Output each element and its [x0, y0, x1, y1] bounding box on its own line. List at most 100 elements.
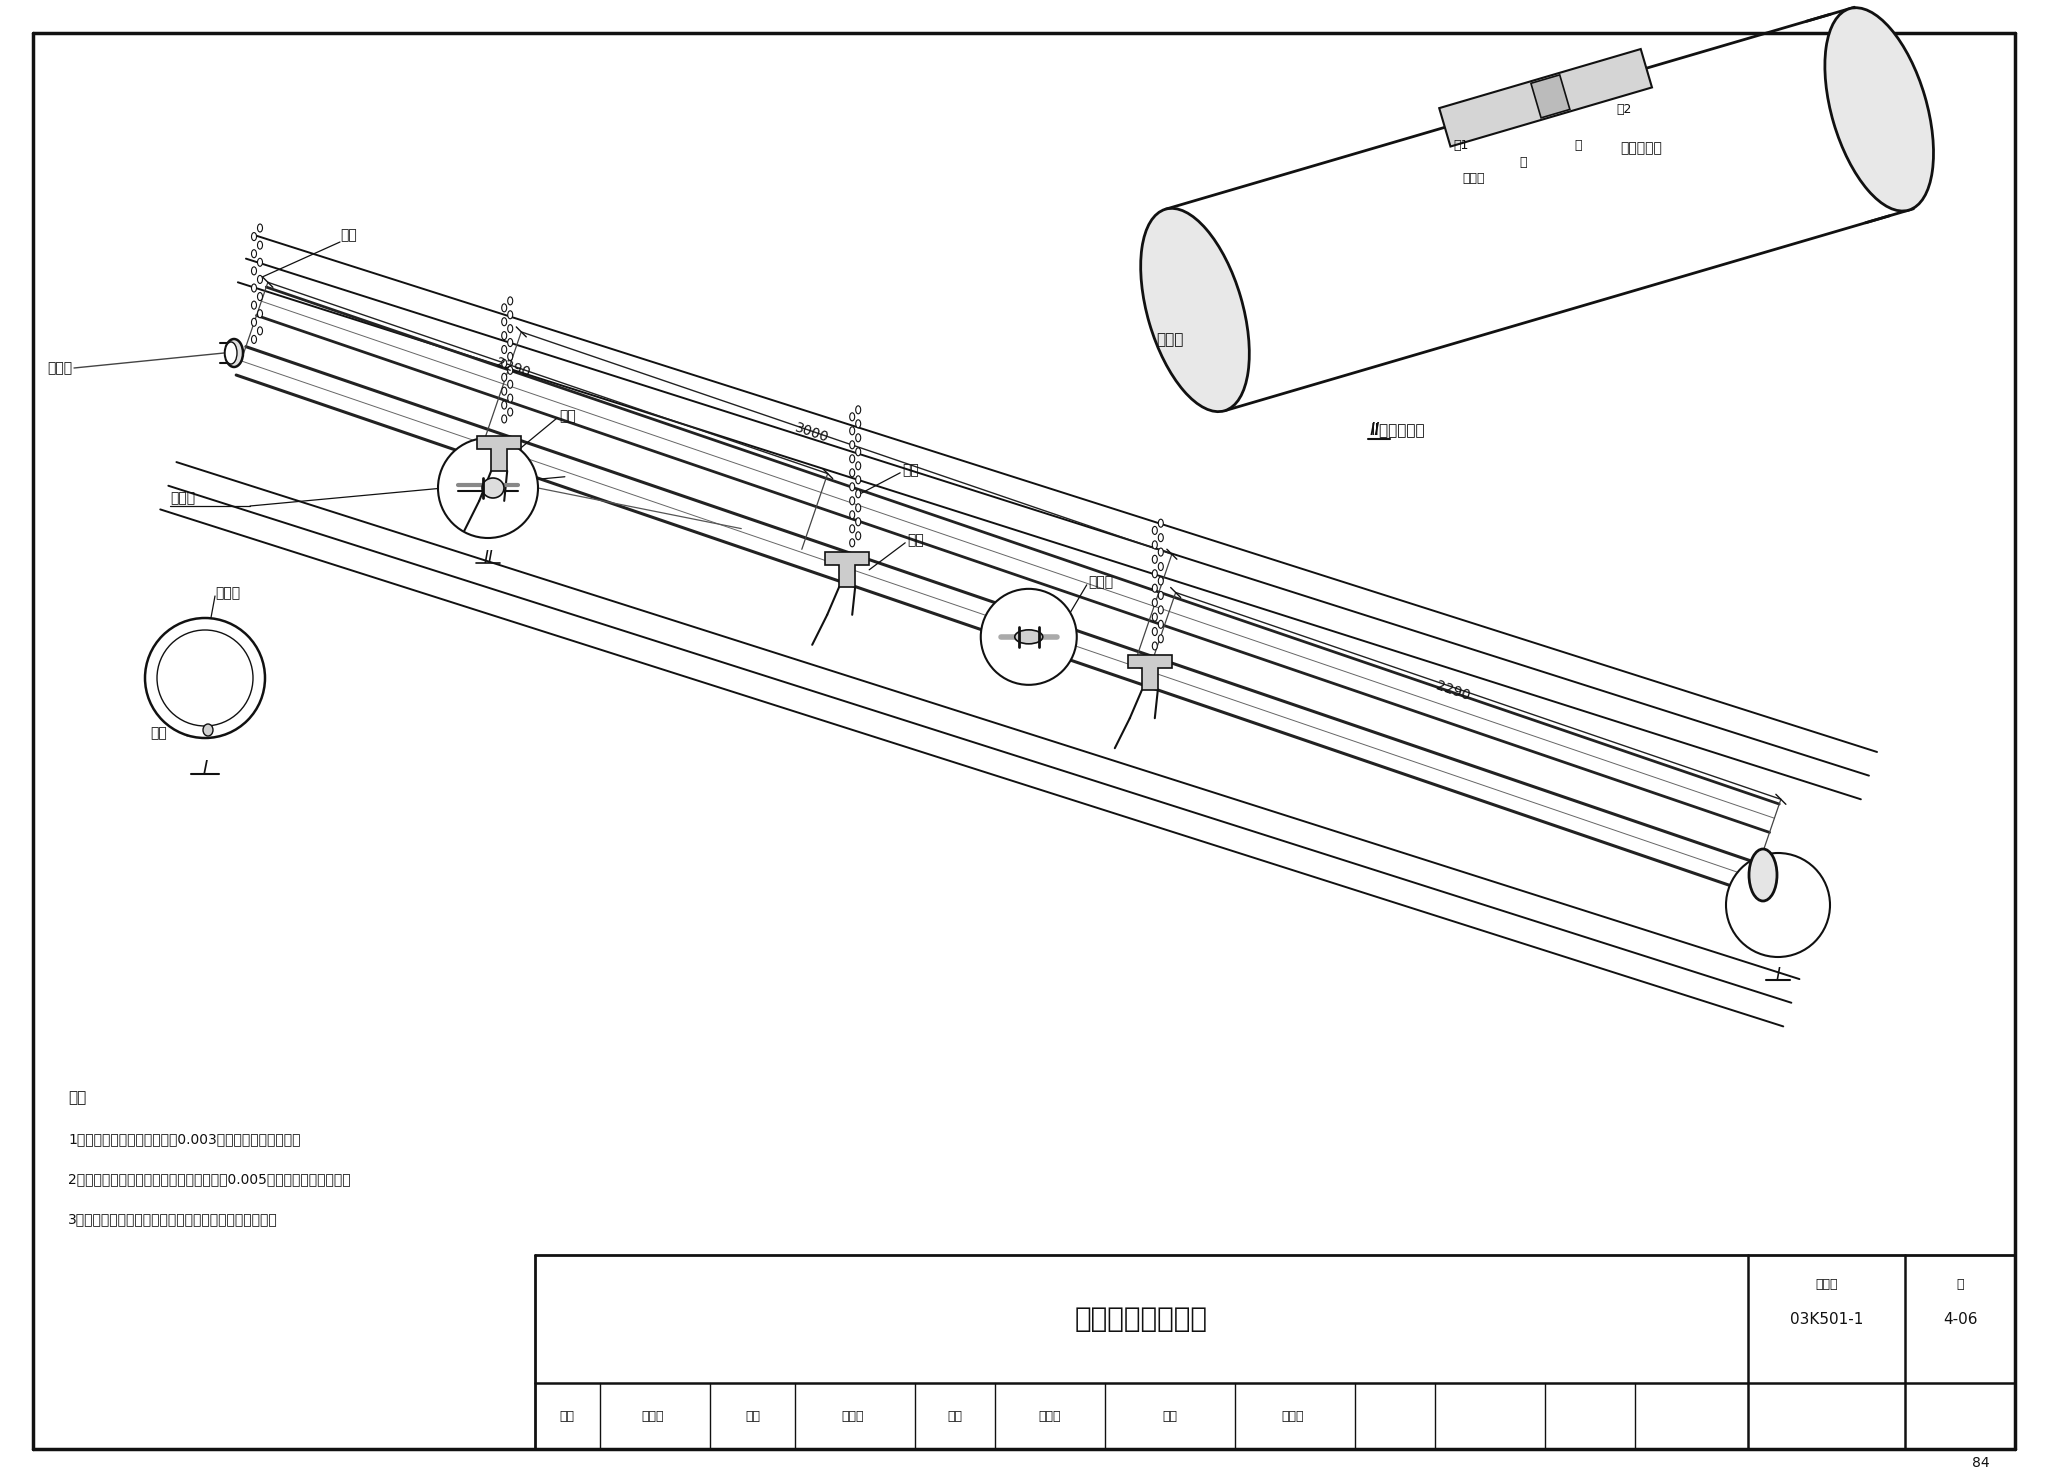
- Ellipse shape: [1159, 576, 1163, 585]
- Ellipse shape: [258, 242, 262, 249]
- Ellipse shape: [856, 504, 860, 511]
- Text: 辒射管: 辒射管: [170, 491, 195, 505]
- Text: 2、真空泵吸入口处的尾管安装需有不小于0.005的坡度，坡向真空泵。: 2、真空泵吸入口处的尾管安装需有不小于0.005的坡度，坡向真空泵。: [68, 1172, 350, 1186]
- Ellipse shape: [508, 381, 512, 388]
- Text: 刽图: 刽图: [1163, 1409, 1178, 1423]
- Polygon shape: [825, 551, 868, 587]
- Text: 紧固件: 紧固件: [1462, 172, 1485, 185]
- Ellipse shape: [502, 387, 506, 396]
- Text: 吸链: 吸链: [903, 462, 920, 477]
- Ellipse shape: [258, 310, 262, 317]
- Text: I: I: [1776, 966, 1780, 984]
- Text: I: I: [203, 759, 207, 777]
- Ellipse shape: [502, 360, 506, 368]
- Ellipse shape: [1159, 563, 1163, 571]
- Ellipse shape: [850, 511, 854, 519]
- Ellipse shape: [258, 292, 262, 301]
- Ellipse shape: [850, 427, 854, 434]
- Ellipse shape: [502, 373, 506, 381]
- Ellipse shape: [850, 496, 854, 505]
- Text: 1、辒射管的安装需有不小于0.003的坡度，坡向真空泵。: 1、辒射管的安装需有不小于0.003的坡度，坡向真空泵。: [68, 1132, 301, 1146]
- Text: 管接头组件: 管接头组件: [1620, 141, 1663, 154]
- Ellipse shape: [1159, 548, 1163, 556]
- Text: 2290: 2290: [494, 356, 532, 381]
- Text: II: II: [1370, 421, 1380, 439]
- Text: 辐射管安装（一）: 辐射管安装（一）: [1075, 1306, 1208, 1332]
- Ellipse shape: [850, 525, 854, 534]
- Text: 校对: 校对: [745, 1409, 760, 1423]
- Text: 审核: 审核: [559, 1409, 575, 1423]
- Ellipse shape: [850, 468, 854, 477]
- Ellipse shape: [1159, 634, 1163, 643]
- Ellipse shape: [508, 408, 512, 416]
- Text: 页: 页: [1956, 1279, 1964, 1291]
- Ellipse shape: [258, 258, 262, 267]
- Ellipse shape: [508, 338, 512, 347]
- Ellipse shape: [508, 325, 512, 332]
- Ellipse shape: [1159, 519, 1163, 528]
- Ellipse shape: [508, 353, 512, 360]
- Ellipse shape: [1153, 526, 1157, 535]
- Text: 注：: 注：: [68, 1089, 86, 1106]
- Ellipse shape: [252, 233, 256, 240]
- Ellipse shape: [1749, 849, 1778, 901]
- Text: 辒射管: 辒射管: [215, 585, 240, 600]
- Ellipse shape: [1141, 209, 1249, 412]
- Circle shape: [145, 618, 264, 738]
- Ellipse shape: [508, 366, 512, 375]
- Text: 3、本图根据北京伯特高登机电有限公司提供资料编制。: 3、本图根据北京伯特高登机电有限公司提供资料编制。: [68, 1212, 279, 1226]
- Ellipse shape: [1153, 556, 1157, 563]
- Text: 白小步: 白小步: [842, 1409, 864, 1423]
- Polygon shape: [1128, 655, 1171, 691]
- Ellipse shape: [1153, 614, 1157, 621]
- Text: 公2: 公2: [1616, 102, 1632, 116]
- Text: 松: 松: [1575, 139, 1583, 153]
- Circle shape: [438, 439, 539, 538]
- Ellipse shape: [225, 342, 238, 365]
- Ellipse shape: [856, 419, 860, 428]
- Ellipse shape: [856, 532, 860, 539]
- Ellipse shape: [856, 489, 860, 498]
- Text: 图集号: 图集号: [1815, 1279, 1837, 1291]
- Text: II: II: [483, 548, 494, 568]
- Text: 吸架: 吸架: [559, 409, 575, 422]
- Ellipse shape: [1014, 630, 1042, 643]
- Ellipse shape: [850, 539, 854, 547]
- Polygon shape: [1440, 49, 1653, 147]
- Ellipse shape: [1153, 599, 1157, 606]
- Text: 4-06: 4-06: [1944, 1313, 1976, 1328]
- Circle shape: [981, 588, 1077, 685]
- Ellipse shape: [856, 462, 860, 470]
- Ellipse shape: [481, 479, 504, 498]
- Text: 戟国平: 戟国平: [1282, 1409, 1305, 1423]
- Ellipse shape: [502, 317, 506, 326]
- Ellipse shape: [258, 328, 262, 335]
- Ellipse shape: [856, 434, 860, 442]
- Ellipse shape: [252, 249, 256, 258]
- Text: 胡卫卫: 胡卫卫: [641, 1409, 664, 1423]
- Polygon shape: [477, 436, 520, 471]
- Text: 2290: 2290: [1434, 679, 1473, 702]
- Ellipse shape: [258, 276, 262, 283]
- Ellipse shape: [502, 332, 506, 339]
- Ellipse shape: [1159, 621, 1163, 628]
- Ellipse shape: [252, 267, 256, 274]
- Ellipse shape: [850, 440, 854, 449]
- Ellipse shape: [856, 448, 860, 456]
- Text: 3000: 3000: [793, 421, 829, 445]
- Text: 03K501-1: 03K501-1: [1790, 1313, 1864, 1328]
- Ellipse shape: [258, 224, 262, 233]
- Ellipse shape: [502, 304, 506, 311]
- Text: 吸架: 吸架: [907, 534, 924, 547]
- Ellipse shape: [1153, 584, 1157, 593]
- Text: 管接头: 管接头: [1090, 575, 1114, 588]
- Ellipse shape: [508, 296, 512, 305]
- Ellipse shape: [856, 517, 860, 526]
- Text: 设计: 设计: [948, 1409, 963, 1423]
- Ellipse shape: [856, 476, 860, 483]
- Text: 戟海洋: 戟海洋: [1038, 1409, 1061, 1423]
- Text: 84: 84: [1972, 1455, 1991, 1470]
- Ellipse shape: [1825, 7, 1933, 210]
- Text: 焊包: 焊包: [150, 726, 166, 740]
- Ellipse shape: [1159, 591, 1163, 599]
